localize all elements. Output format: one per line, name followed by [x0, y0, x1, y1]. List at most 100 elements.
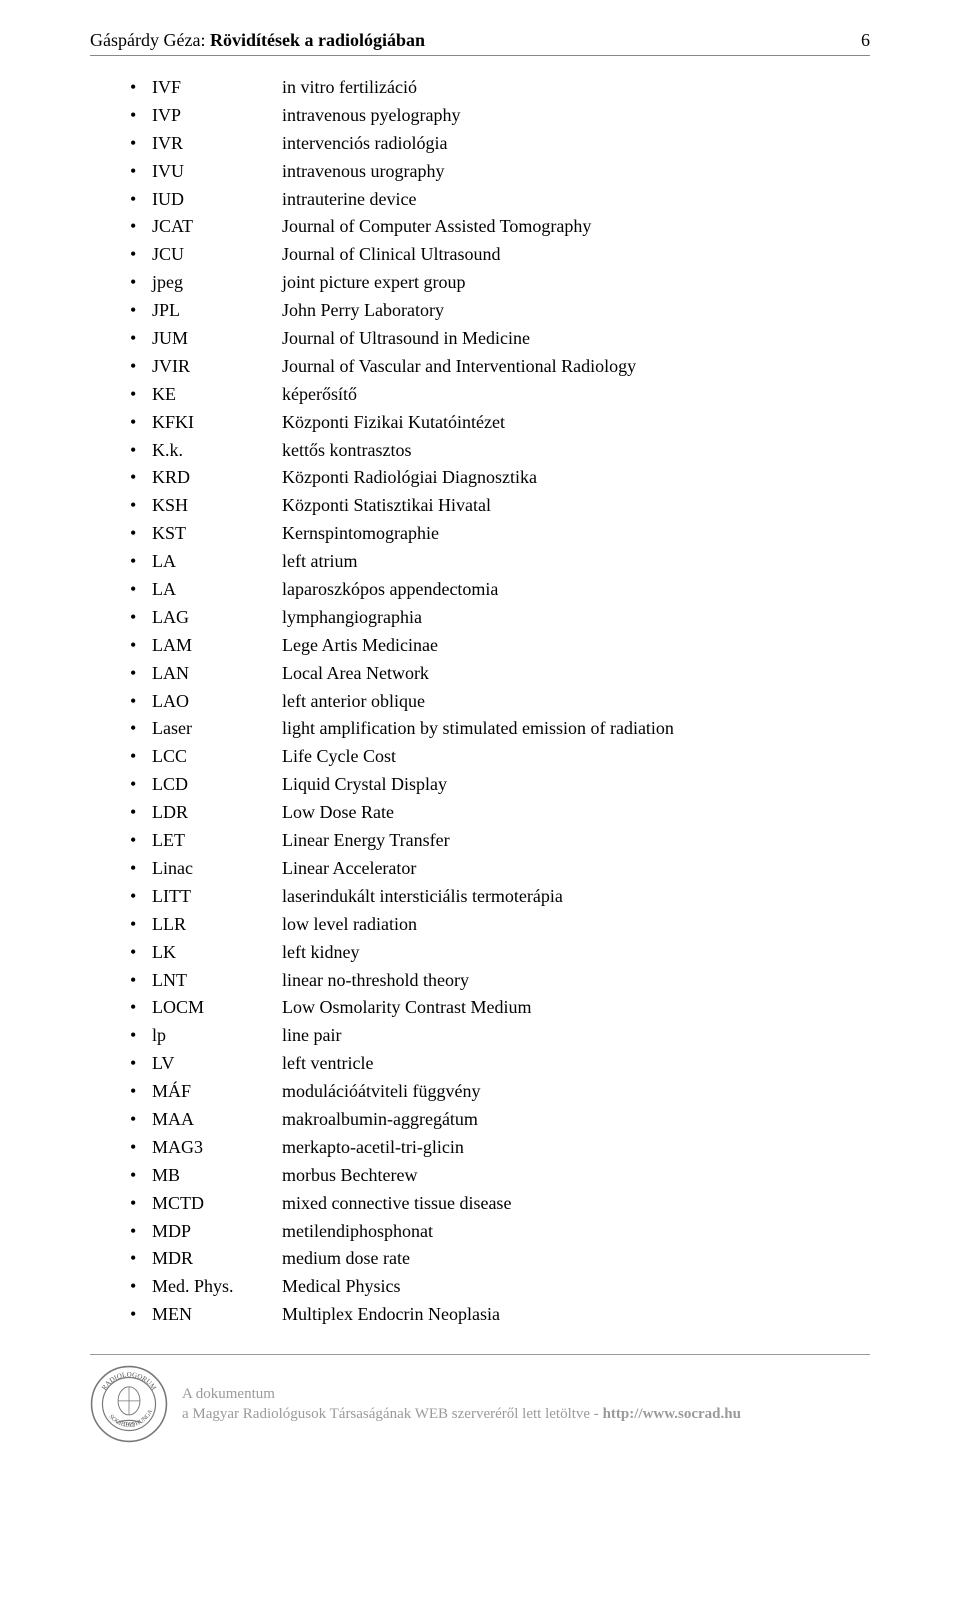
definition: left atrium: [282, 548, 870, 576]
list-item: MAG3merkapto-acetil-tri-glicin: [130, 1134, 870, 1162]
definition: line pair: [282, 1022, 870, 1050]
list-item: IVFin vitro fertilizáció: [130, 74, 870, 102]
list-item: LKleft kidney: [130, 939, 870, 967]
definition: Low Osmolarity Contrast Medium: [282, 994, 870, 1022]
footer-line1: A dokumentum: [182, 1386, 275, 1402]
list-item: MBmorbus Bechterew: [130, 1162, 870, 1190]
list-item: JCUJournal of Clinical Ultrasound: [130, 241, 870, 269]
abbreviation: JCU: [152, 241, 282, 269]
list-item: JUMJournal of Ultrasound in Medicine: [130, 325, 870, 353]
definition: left kidney: [282, 939, 870, 967]
definition: kettős kontrasztos: [282, 437, 870, 465]
footer-line2-prefix: a Magyar Radiológusok Társaságának WEB s…: [182, 1406, 603, 1422]
list-item: KRDKözponti Radiológiai Diagnosztika: [130, 464, 870, 492]
abbreviation: LA: [152, 548, 282, 576]
abbreviation: IUD: [152, 186, 282, 214]
list-item: LAleft atrium: [130, 548, 870, 576]
abbreviation: MAA: [152, 1106, 282, 1134]
definition: left anterior oblique: [282, 688, 870, 716]
definition: Low Dose Rate: [282, 799, 870, 827]
abbreviation: Med. Phys.: [152, 1273, 282, 1301]
definition: laserindukált intersticiális termoterápi…: [282, 883, 870, 911]
footer-url-link[interactable]: http://www.socrad.hu: [603, 1406, 741, 1422]
definition: left ventricle: [282, 1050, 870, 1078]
abbreviation: LCD: [152, 771, 282, 799]
list-item: LOCMLow Osmolarity Contrast Medium: [130, 994, 870, 1022]
definition: metilendiphosphonat: [282, 1218, 870, 1246]
abbreviation: IVP: [152, 102, 282, 130]
definition: Journal of Vascular and Interventional R…: [282, 353, 870, 381]
list-item: IVUintravenous urography: [130, 158, 870, 186]
page-footer: RADIOLOGORUM SOCIETAS HUNGARICA 1922 A d…: [90, 1354, 870, 1443]
list-item: LAlaparoszkópos appendectomia: [130, 576, 870, 604]
definition: Liquid Crystal Display: [282, 771, 870, 799]
definition: Kernspintomographie: [282, 520, 870, 548]
abbreviation: KST: [152, 520, 282, 548]
footer-text: A dokumentum a Magyar Radiológusok Társa…: [182, 1384, 741, 1425]
svg-text:1922: 1922: [123, 1422, 135, 1429]
list-item: Med. Phys.Medical Physics: [130, 1273, 870, 1301]
abbreviation: LAN: [152, 660, 282, 688]
list-item: LNTlinear no-threshold theory: [130, 967, 870, 995]
list-item: LCDLiquid Crystal Display: [130, 771, 870, 799]
definition: Multiplex Endocrin Neoplasia: [282, 1301, 870, 1329]
abbreviation: LCC: [152, 743, 282, 771]
list-item: LDRLow Dose Rate: [130, 799, 870, 827]
page-number: 6: [861, 30, 870, 51]
definition: Life Cycle Cost: [282, 743, 870, 771]
abbreviation: LLR: [152, 911, 282, 939]
list-item: KEképerősítő: [130, 381, 870, 409]
abbreviation: lp: [152, 1022, 282, 1050]
list-item: K.k.kettős kontrasztos: [130, 437, 870, 465]
abbreviation: KFKI: [152, 409, 282, 437]
definition: Local Area Network: [282, 660, 870, 688]
abbreviation: Laser: [152, 715, 282, 743]
abbreviation: LAO: [152, 688, 282, 716]
definition: merkapto-acetil-tri-glicin: [282, 1134, 870, 1162]
definition: John Perry Laboratory: [282, 297, 870, 325]
definition: Medical Physics: [282, 1273, 870, 1301]
abbreviation: LET: [152, 827, 282, 855]
definition: joint picture expert group: [282, 269, 870, 297]
abbreviation: IVR: [152, 130, 282, 158]
abbreviation: MB: [152, 1162, 282, 1190]
definition: in vitro fertilizáció: [282, 74, 870, 102]
list-item: LCCLife Cycle Cost: [130, 743, 870, 771]
definition: makroalbumin-aggregátum: [282, 1106, 870, 1134]
definition: Journal of Clinical Ultrasound: [282, 241, 870, 269]
definition: Központi Statisztikai Hivatal: [282, 492, 870, 520]
abbreviation: MÁF: [152, 1078, 282, 1106]
list-item: LinacLinear Accelerator: [130, 855, 870, 883]
list-item: LANLocal Area Network: [130, 660, 870, 688]
abbreviation: KSH: [152, 492, 282, 520]
definition: Journal of Computer Assisted Tomography: [282, 213, 870, 241]
list-item: MENMultiplex Endocrin Neoplasia: [130, 1301, 870, 1329]
abbreviation: jpeg: [152, 269, 282, 297]
abbreviation-list: IVFin vitro fertilizációIVPintravenous p…: [90, 74, 870, 1329]
list-item: lpline pair: [130, 1022, 870, 1050]
list-item: LAOleft anterior oblique: [130, 688, 870, 716]
abbreviation: JPL: [152, 297, 282, 325]
list-item: LAGlymphangiographia: [130, 604, 870, 632]
abbreviation: JUM: [152, 325, 282, 353]
abbreviation: K.k.: [152, 437, 282, 465]
society-seal-icon: RADIOLOGORUM SOCIETAS HUNGARICA 1922: [90, 1365, 168, 1443]
document-page: Gáspárdy Géza: Rövidítések a radiológiáb…: [0, 0, 960, 1463]
abbreviation: LK: [152, 939, 282, 967]
page-header: Gáspárdy Géza: Rövidítések a radiológiáb…: [90, 30, 870, 56]
abbreviation: JCAT: [152, 213, 282, 241]
abbreviation: KRD: [152, 464, 282, 492]
list-item: IVPintravenous pyelography: [130, 102, 870, 130]
list-item: MDRmedium dose rate: [130, 1245, 870, 1273]
list-item: LVleft ventricle: [130, 1050, 870, 1078]
abbreviation: Linac: [152, 855, 282, 883]
definition: lymphangiographia: [282, 604, 870, 632]
title-bold: Rövidítések a radiológiában: [210, 30, 425, 50]
document-title: Gáspárdy Géza: Rövidítések a radiológiáb…: [90, 30, 425, 51]
definition: Központi Radiológiai Diagnosztika: [282, 464, 870, 492]
author-name: Gáspárdy Géza:: [90, 30, 210, 50]
definition: intravenous urography: [282, 158, 870, 186]
list-item: jpegjoint picture expert group: [130, 269, 870, 297]
list-item: IUDintrauterine device: [130, 186, 870, 214]
definition: linear no-threshold theory: [282, 967, 870, 995]
